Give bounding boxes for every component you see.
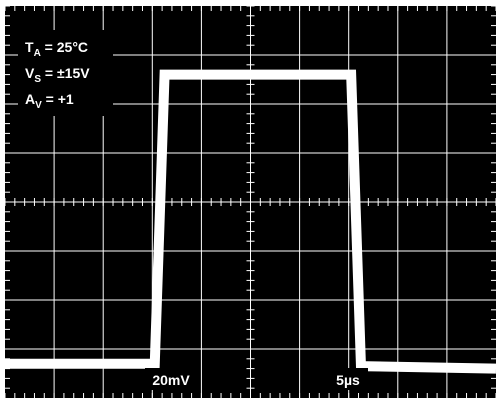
condition-ta: TA = 25°C — [25, 39, 88, 59]
condition-av: AV = +1 — [25, 91, 74, 111]
horizontal-scale-label: 5µs — [336, 372, 360, 388]
center-tick-marks — [4, 5, 497, 398]
pulse-trace — [5, 69, 497, 374]
vertical-scale-label: 20mV — [152, 372, 190, 388]
legend-background — [18, 30, 113, 116]
horizontal-scale-bg — [328, 368, 368, 390]
conditions-legend: TA = 25°C VS = ±15V AV = +1 — [18, 30, 113, 116]
vertical-scale-bg — [145, 368, 197, 390]
condition-vs: VS = ±15V — [25, 65, 90, 85]
